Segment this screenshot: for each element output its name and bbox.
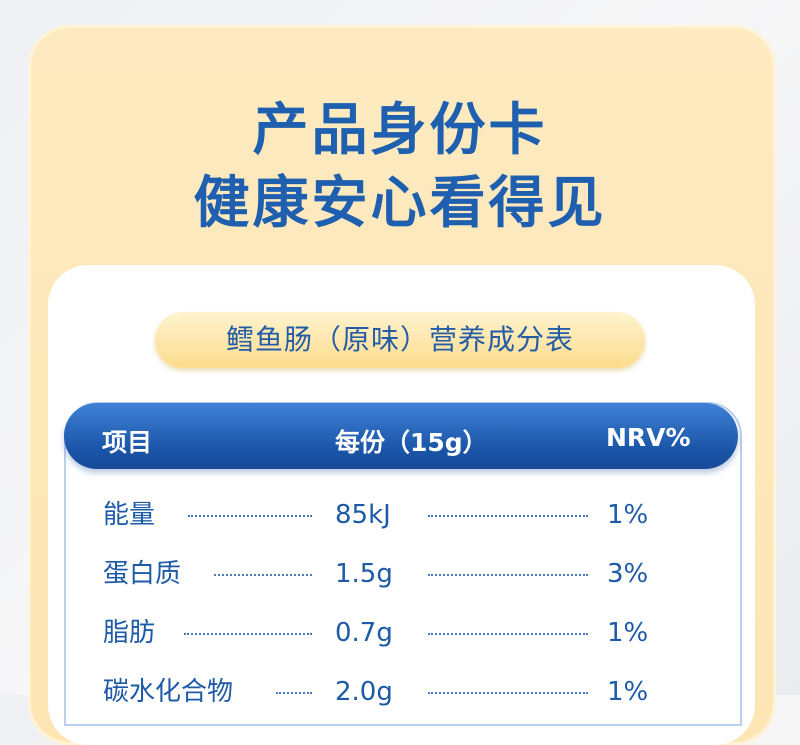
table-row: 能量 85kJ 1% [0, 495, 800, 535]
table-title: 鳕鱼肠（原味）营养成分表 [155, 312, 645, 368]
dotted-leader [428, 574, 588, 576]
dotted-leader [428, 692, 588, 694]
row-nrv: 1% [607, 618, 649, 648]
row-nrv: 1% [607, 500, 649, 530]
dotted-leader [428, 633, 588, 635]
row-item: 脂肪 [103, 618, 156, 648]
row-per-serving: 2.0g [335, 677, 393, 707]
table-row: 脂肪 0.7g 1% [0, 613, 800, 653]
title-line-2: 健康安心看得见 [193, 171, 607, 236]
header-nrv: NRV% [606, 423, 691, 452]
table-row: 蛋白质 1.5g 3% [0, 554, 800, 594]
row-per-serving: 1.5g [335, 559, 393, 589]
row-nrv: 3% [607, 559, 649, 589]
header-per-serving: 每份（15g） [335, 428, 488, 457]
row-per-serving: 0.7g [335, 618, 393, 648]
row-per-serving: 85kJ [335, 500, 391, 530]
dotted-leader [428, 515, 588, 517]
row-item: 能量 [103, 500, 156, 530]
table-header: 项目 每份（15g） NRV% [64, 403, 738, 469]
row-item: 蛋白质 [103, 559, 182, 589]
dotted-leader [184, 633, 312, 635]
dotted-leader [214, 574, 312, 576]
dotted-leader [276, 692, 312, 694]
row-nrv: 1% [607, 677, 649, 707]
row-item: 碳水化合物 [103, 677, 234, 707]
header-item: 项目 [102, 428, 153, 457]
dotted-leader [188, 515, 312, 517]
table-row: 碳水化合物 2.0g 1% [0, 672, 800, 712]
title-line-1: 产品身份卡 [252, 98, 548, 163]
